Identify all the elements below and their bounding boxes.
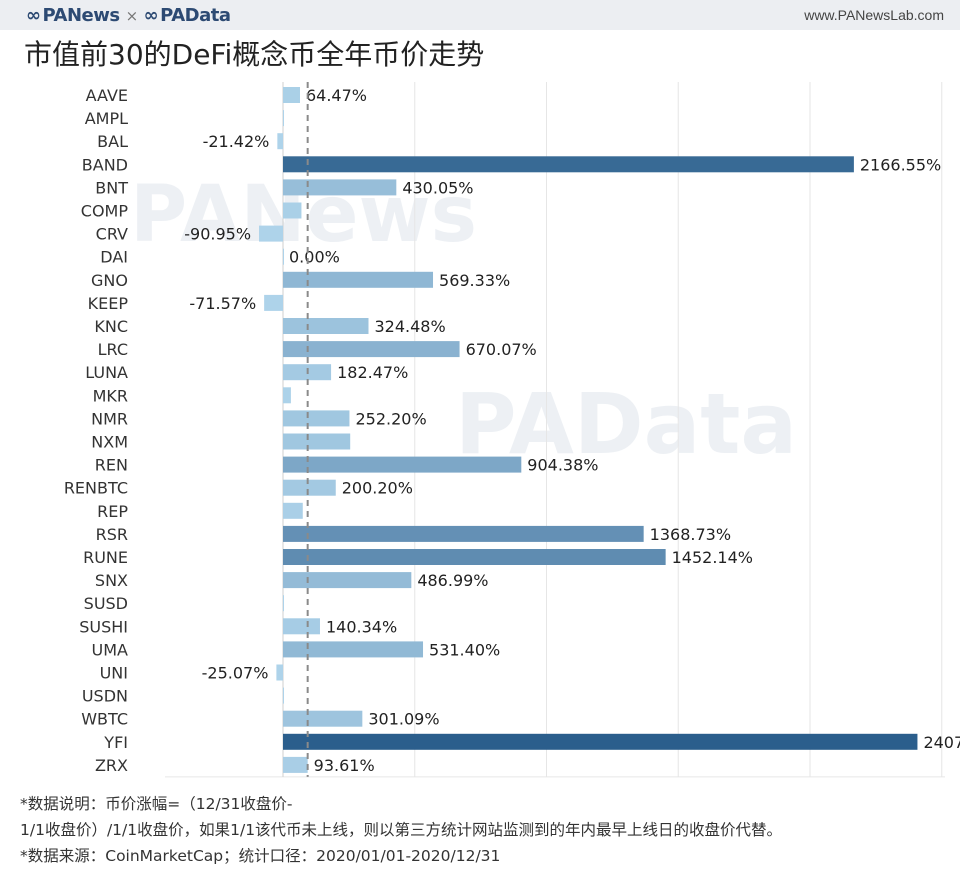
bar	[283, 271, 434, 288]
category-label: COMP	[81, 202, 129, 221]
bar	[283, 387, 291, 404]
bar	[283, 341, 460, 358]
data-label: -25.07%	[202, 664, 269, 683]
data-label: 1368.73%	[650, 525, 731, 544]
data-label: -71.57%	[189, 294, 256, 313]
data-label: 531.40%	[429, 640, 500, 659]
category-label: RSR	[96, 525, 128, 544]
bar	[259, 225, 283, 242]
category-label: NXM	[91, 433, 128, 452]
data-label: 670.07%	[466, 340, 537, 359]
category-label: LUNA	[85, 363, 128, 382]
category-label: KNC	[94, 317, 128, 336]
category-label: RUNE	[83, 548, 128, 567]
data-label: 1452.14%	[672, 548, 753, 567]
panews-logo-icon: ∞	[26, 5, 41, 26]
brand-panews: PANews	[42, 5, 121, 26]
bar	[283, 156, 854, 173]
bar	[283, 733, 918, 750]
category-label: SUSHI	[79, 617, 128, 636]
category-label: AMPL	[85, 109, 128, 128]
category-label: REP	[97, 502, 128, 521]
category-label: LRC	[98, 340, 128, 359]
data-label: 93.61%	[314, 756, 375, 775]
note-line-2: 1/1收盘价）/1/1收盘价，如果1/1该代币未上线，则以第三方统计网站监测到的…	[20, 821, 783, 839]
bar	[283, 710, 363, 727]
bar	[283, 479, 336, 496]
bar	[264, 294, 283, 311]
bar	[283, 202, 302, 219]
bar	[283, 641, 424, 658]
data-label: 569.33%	[439, 271, 510, 290]
category-label: AAVE	[86, 86, 128, 105]
category-label: YFI	[103, 733, 128, 752]
category-label: ZRX	[95, 756, 128, 775]
data-label: 182.47%	[337, 363, 408, 382]
bar	[277, 133, 283, 150]
data-label: 324.48%	[375, 317, 446, 336]
bar	[283, 110, 284, 127]
bar	[283, 595, 284, 612]
bar	[283, 318, 369, 334]
category-label: DAI	[100, 248, 128, 267]
data-label: 200.20%	[342, 479, 413, 498]
bar	[283, 179, 397, 196]
data-label: 2166.55%	[860, 155, 941, 174]
data-label: 904.38%	[527, 456, 598, 475]
bar	[283, 549, 666, 565]
data-label: 252.20%	[355, 409, 426, 428]
bar	[276, 664, 283, 681]
data-label: 2407.76%	[923, 733, 960, 752]
bar	[283, 456, 522, 473]
bar	[283, 502, 303, 519]
category-label: BAND	[82, 155, 128, 174]
category-label: REN	[95, 456, 128, 475]
category-label: USDN	[82, 687, 128, 706]
note-line-3: *数据来源：CoinMarketCap；统计口径：2020/01/01-2020…	[20, 847, 501, 865]
category-label: SUSD	[84, 594, 128, 613]
data-label: -21.42%	[203, 132, 270, 151]
site-url: www.PANewsLab.com	[804, 7, 944, 23]
category-label: SNX	[95, 571, 128, 590]
bar	[283, 87, 300, 103]
category-label: CRV	[96, 225, 128, 244]
data-label: 430.05%	[402, 178, 473, 197]
bar	[283, 525, 644, 542]
data-label: 486.99%	[417, 571, 488, 590]
brand-separator: ×	[125, 7, 139, 25]
padata-logo-icon: ∞	[143, 5, 159, 26]
data-label: -90.95%	[184, 225, 251, 244]
bar	[283, 756, 308, 773]
bar	[283, 618, 320, 635]
bar	[283, 433, 351, 450]
data-label: 140.34%	[326, 617, 397, 636]
bar	[283, 687, 284, 704]
category-label: WBTC	[81, 710, 128, 729]
bar	[283, 410, 350, 427]
category-label: BAL	[97, 132, 128, 151]
bar	[283, 572, 412, 589]
brand-padata: PAData	[160, 5, 231, 26]
brand-logos: ∞ PANews × ∞ PAData	[26, 5, 231, 26]
category-label: NMR	[91, 409, 128, 428]
category-label: UNI	[100, 664, 128, 683]
category-label: KEEP	[88, 294, 129, 313]
category-label: BNT	[95, 178, 128, 197]
chart-title: 市值前30的DeFi概念币全年币价走势	[24, 38, 485, 71]
category-label: MKR	[93, 386, 128, 405]
data-label: 64.47%	[306, 86, 367, 105]
bar	[283, 248, 284, 265]
top-bar: ∞ PANews × ∞ PAData www.PANewsLab.com	[0, 0, 960, 30]
category-label: UMA	[92, 640, 129, 659]
data-label: 0.00%	[289, 248, 340, 267]
data-label: 301.09%	[368, 710, 439, 729]
note-line-1: *数据说明：币价涨幅=（12/31收盘价-	[20, 795, 293, 813]
category-label: RENBTC	[64, 479, 128, 498]
bar-chart: AAVE 64.47% AMPL BAL -21.42% BAND 2166.55% BNT 4…	[64, 82, 960, 778]
category-label: GNO	[91, 271, 128, 290]
